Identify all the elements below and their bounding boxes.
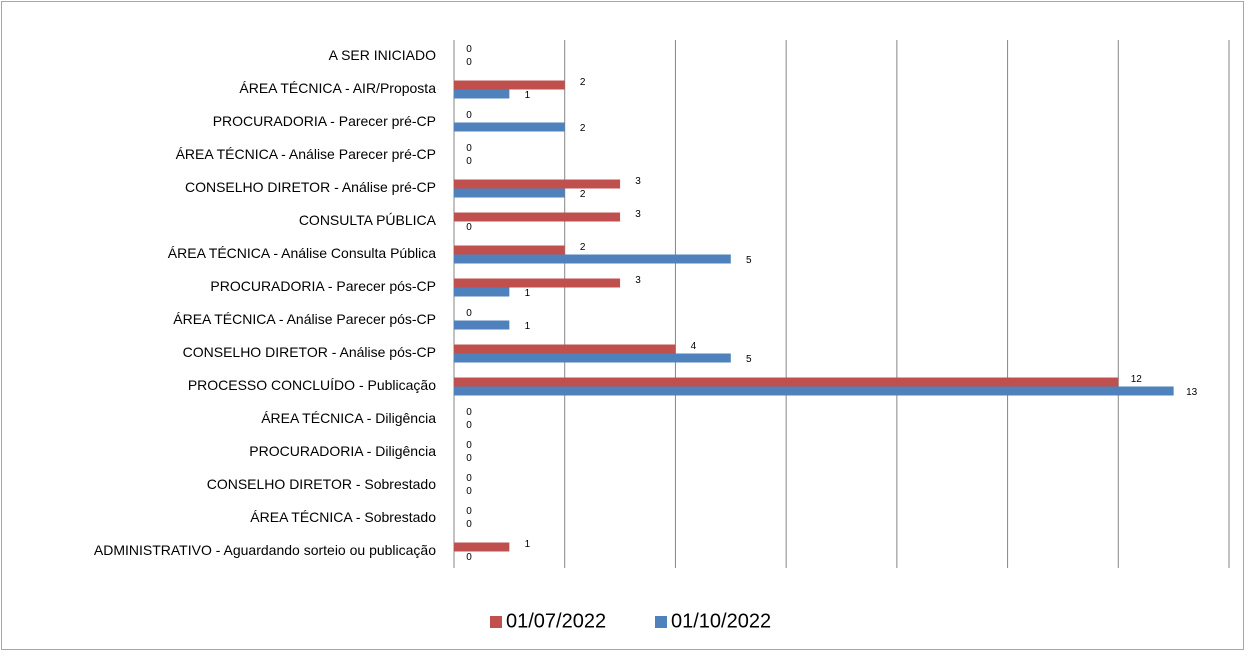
- value-label: 1: [525, 288, 531, 299]
- bar: [454, 386, 1174, 396]
- y-tick-label: ÁREA TÉCNICA - Diligência: [261, 410, 436, 426]
- legend-swatch: [655, 616, 667, 628]
- value-label: 12: [1131, 374, 1143, 385]
- y-tick-label: CONSULTA PÚBLICA: [299, 212, 437, 228]
- y-tick-label: CONSELHO DIRETOR - Análise pré-CP: [185, 179, 436, 195]
- y-tick-label: CONSELHO DIRETOR - Sobrestado: [207, 476, 436, 492]
- value-label: 4: [691, 341, 697, 352]
- value-label: 2: [580, 242, 586, 253]
- value-label: 0: [466, 453, 472, 464]
- bar: [454, 122, 565, 132]
- value-label: 0: [466, 143, 472, 154]
- value-label: 5: [746, 255, 752, 266]
- y-tick-label: ÁREA TÉCNICA - Análise Parecer pós-CP: [173, 311, 436, 327]
- bar: [454, 287, 510, 297]
- y-tick-label: ÁREA TÉCNICA - Análise Parecer pré-CP: [176, 146, 436, 162]
- value-label: 0: [466, 44, 472, 55]
- value-label: 1: [525, 90, 531, 101]
- legend-label: 01/07/2022: [506, 610, 606, 632]
- y-tick-label: ADMINISTRATIVO - Aguardando sorteio ou p…: [94, 542, 436, 558]
- legend-label: 01/10/2022: [671, 610, 771, 632]
- y-tick-label: A SER INICIADO: [329, 47, 436, 63]
- value-label: 0: [466, 57, 472, 68]
- value-label: 1: [525, 321, 531, 332]
- y-tick-label: PROCURADORIA - Diligência: [249, 443, 436, 459]
- value-label: 0: [466, 506, 472, 517]
- value-label: 3: [635, 275, 641, 286]
- y-tick-label: ÁREA TÉCNICA - Análise Consulta Pública: [168, 245, 436, 261]
- y-tick-label: PROCESSO CONCLUÍDO - Publicação: [188, 377, 436, 393]
- value-label: 0: [466, 440, 472, 451]
- bar: [454, 320, 510, 330]
- bar: [454, 344, 676, 354]
- bar: [454, 254, 731, 264]
- bar: [454, 179, 621, 189]
- value-label: 3: [635, 176, 641, 187]
- value-label: 0: [466, 156, 472, 167]
- value-label: 13: [1186, 387, 1198, 398]
- y-tick-label: PROCURADORIA - Parecer pré-CP: [213, 113, 436, 129]
- value-label: 3: [635, 209, 641, 220]
- bar: [454, 353, 731, 363]
- value-label: 2: [580, 123, 586, 134]
- value-label: 0: [466, 552, 472, 563]
- legend-swatch: [490, 616, 502, 628]
- value-label: 0: [466, 407, 472, 418]
- bar: [454, 188, 565, 198]
- value-label: 2: [580, 77, 586, 88]
- y-tick-label: PROCURADORIA - Parecer pós-CP: [210, 278, 436, 294]
- bar: [454, 377, 1119, 387]
- bar: [454, 542, 510, 552]
- bar: [454, 89, 510, 99]
- bar: [454, 212, 621, 222]
- value-label: 0: [466, 519, 472, 530]
- value-label: 0: [466, 486, 472, 497]
- value-label: 2: [580, 189, 586, 200]
- bar: [454, 245, 565, 255]
- value-label: 0: [466, 308, 472, 319]
- bar: [454, 80, 565, 90]
- value-label: 1: [525, 539, 531, 550]
- value-label: 5: [746, 354, 752, 365]
- value-label: 0: [466, 110, 472, 121]
- y-tick-label: CONSELHO DIRETOR - Análise pós-CP: [183, 344, 436, 360]
- y-tick-label: ÁREA TÉCNICA - AIR/Proposta: [239, 80, 436, 96]
- bar: [454, 278, 621, 288]
- y-tick-label: ÁREA TÉCNICA - Sobrestado: [250, 509, 436, 525]
- value-label: 0: [466, 473, 472, 484]
- value-label: 0: [466, 222, 472, 233]
- value-label: 0: [466, 420, 472, 431]
